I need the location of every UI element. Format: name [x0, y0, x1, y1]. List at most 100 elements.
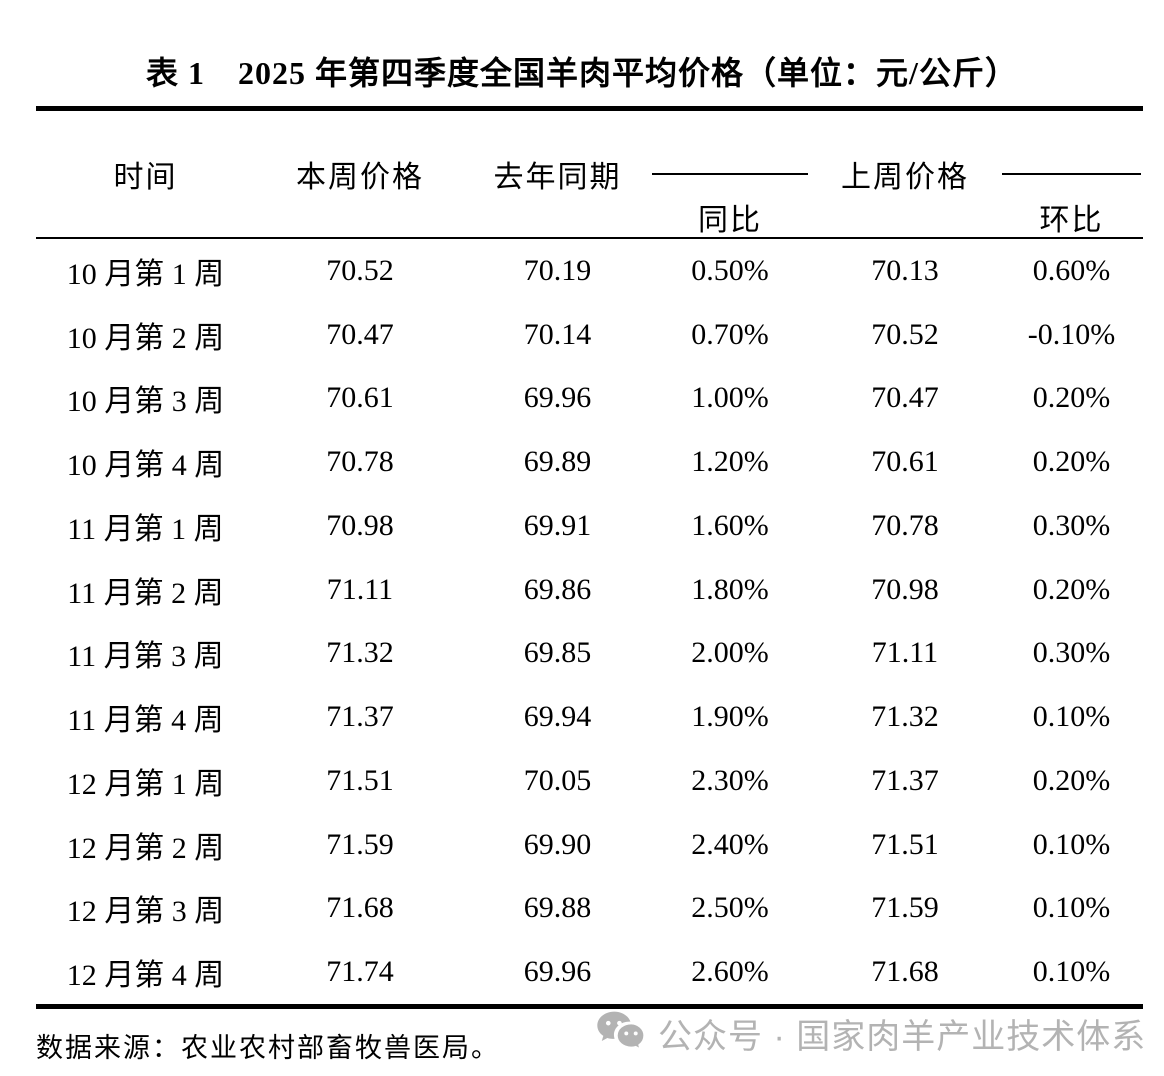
wechat-icon: [597, 1011, 646, 1052]
cell-time: 11 月第 4 周: [67, 704, 224, 738]
yoy-overline-rule: [652, 173, 808, 175]
cell-yoy: 0.50%: [691, 253, 769, 287]
cell-last-week-price: 71.32: [871, 700, 939, 734]
cell-yoy: 2.30%: [691, 763, 769, 797]
cell-last-week-price: 71.59: [871, 891, 939, 925]
table-row: 10 月第 4 周 70.78 69.89 1.20% 70.61 0.20%: [36, 430, 1143, 494]
cell-last-year-price: 69.88: [523, 891, 592, 925]
cell-yoy: 1.90%: [691, 700, 769, 734]
cell-last-week-price: 71.68: [871, 955, 939, 989]
cell-time: 12 月第 3 周: [66, 895, 225, 929]
cell-this-week-price: 71.11: [326, 572, 394, 606]
table-row: 11 月第 1 周 70.98 69.91 1.60% 70.78 0.30%: [36, 494, 1143, 558]
watermark-text: 公众号 · 国家肉羊产业技术体系: [658, 1017, 1147, 1056]
table-bottom-rule: [36, 1004, 1143, 1009]
table-row: 11 月第 3 周 71.32 69.85 2.00% 71.11 0.30%: [36, 622, 1143, 686]
column-header-last-week-price: 上周价格: [810, 111, 1000, 237]
wow-overline-rule: [1002, 173, 1141, 175]
cell-last-year-price: 69.85: [523, 636, 592, 670]
column-header-time-label: 时间: [113, 161, 178, 194]
cell-wow: 0.10%: [1032, 827, 1111, 861]
table-row: 12 月第 3 周 71.68 69.88 2.50% 71.59 0.10%: [36, 877, 1143, 941]
cell-this-week-price: 71.74: [326, 955, 394, 989]
table-body: 10 月第 1 周 70.52 70.19 0.50% 70.13 0.60% …: [36, 239, 1143, 1004]
cell-this-week-price: 71.37: [326, 700, 394, 734]
cell-wow: 0.10%: [1032, 700, 1111, 734]
cell-last-year-price: 69.96: [523, 955, 592, 989]
cell-last-week-price: 71.11: [871, 636, 939, 670]
data-source-note: 数据来源：农业农村部畜牧兽医局。: [36, 1033, 500, 1063]
cell-time: 10 月第 2 周: [66, 321, 225, 355]
column-header-last-week-price-label: 上周价格: [841, 161, 969, 194]
cell-yoy: 2.50%: [691, 891, 769, 925]
cell-yoy: 2.40%: [691, 827, 769, 861]
cell-wow: 0.20%: [1032, 445, 1111, 479]
cell-time: 12 月第 4 周: [66, 959, 225, 993]
column-header-last-year-price: 去年同期: [465, 111, 650, 237]
column-header-last-year-price-label: 去年同期: [493, 161, 622, 194]
cell-wow: -0.10%: [1027, 317, 1116, 351]
cell-yoy: 1.00%: [691, 381, 769, 415]
cell-this-week-price: 70.98: [326, 508, 394, 542]
cell-last-week-price: 70.52: [871, 317, 939, 351]
cell-last-week-price: 70.98: [871, 572, 939, 606]
cell-last-year-price: 69.91: [523, 508, 592, 542]
cell-this-week-price: 70.52: [326, 253, 394, 287]
cell-time: 12 月第 2 周: [66, 831, 225, 865]
cell-last-year-price: 69.86: [523, 572, 592, 606]
cell-last-week-price: 70.78: [871, 508, 939, 542]
cell-wow: 0.20%: [1032, 572, 1111, 606]
table-row: 10 月第 3 周 70.61 69.96 1.00% 70.47 0.20%: [36, 367, 1143, 431]
column-header-this-week-price: 本周价格: [255, 111, 465, 237]
cell-last-week-price: 71.37: [871, 763, 939, 797]
cell-this-week-price: 71.51: [326, 763, 394, 797]
cell-yoy: 1.20%: [691, 445, 769, 479]
cell-time: 10 月第 3 周: [66, 385, 225, 419]
cell-yoy: 2.00%: [691, 636, 769, 670]
cell-this-week-price: 70.61: [326, 381, 394, 415]
cell-wow: 0.10%: [1032, 955, 1111, 989]
table-row: 12 月第 1 周 71.51 70.05 2.30% 71.37 0.20%: [36, 749, 1143, 813]
cell-yoy: 1.60%: [691, 508, 769, 542]
cell-last-week-price: 71.51: [871, 827, 939, 861]
cell-last-week-price: 70.47: [871, 381, 939, 415]
table-row: 11 月第 2 周 71.11 69.86 1.80% 70.98 0.20%: [36, 558, 1143, 622]
cell-last-year-price: 70.14: [523, 317, 592, 351]
cell-wow: 0.30%: [1032, 636, 1111, 670]
column-header-yoy: 同比: [650, 111, 810, 237]
cell-time: 10 月第 1 周: [66, 257, 225, 291]
watermark: 公众号 · 国家肉羊产业技术体系: [596, 1005, 1146, 1061]
table-row: 11 月第 4 周 71.37 69.94 1.90% 71.32 0.10%: [36, 685, 1143, 749]
cell-this-week-price: 70.78: [326, 445, 394, 479]
cell-this-week-price: 70.47: [326, 317, 394, 351]
cell-last-year-price: 69.89: [523, 445, 592, 479]
cell-last-year-price: 70.05: [523, 763, 592, 797]
cell-yoy: 2.60%: [691, 955, 769, 989]
cell-last-year-price: 69.94: [523, 700, 592, 734]
cell-this-week-price: 71.59: [326, 827, 394, 861]
cell-time: 11 月第 1 周: [67, 512, 224, 546]
table-row: 10 月第 2 周 70.47 70.14 0.70% 70.52 -0.10%: [36, 303, 1143, 367]
column-header-time: 时间: [36, 111, 255, 237]
cell-this-week-price: 71.68: [326, 891, 394, 925]
cell-wow: 0.20%: [1032, 381, 1111, 415]
cell-yoy: 1.80%: [691, 572, 769, 606]
cell-yoy: 0.70%: [691, 317, 769, 351]
table-row: 12 月第 4 周 71.74 69.96 2.60% 71.68 0.10%: [36, 940, 1143, 1004]
table-row: 10 月第 1 周 70.52 70.19 0.50% 70.13 0.60%: [36, 239, 1143, 303]
table-top-rule: [36, 106, 1143, 111]
cell-last-week-price: 70.13: [871, 253, 939, 287]
cell-time: 11 月第 3 周: [67, 640, 224, 674]
cell-wow: 0.10%: [1032, 891, 1111, 925]
column-header-yoy-label: 同比: [698, 204, 762, 237]
cell-last-week-price: 70.61: [871, 445, 939, 479]
cell-wow: 0.30%: [1032, 508, 1111, 542]
cell-last-year-price: 70.19: [523, 253, 592, 287]
table-header-rule: [36, 237, 1143, 239]
table-row: 12 月第 2 周 71.59 69.90 2.40% 71.51 0.10%: [36, 813, 1143, 877]
cell-this-week-price: 71.32: [326, 636, 394, 670]
table-title: 表 1 2025 年第四季度全国羊肉平均价格（单位：元/公斤）: [146, 55, 1018, 91]
column-header-this-week-price-label: 本周价格: [296, 161, 424, 194]
cell-time: 12 月第 1 周: [66, 767, 225, 801]
